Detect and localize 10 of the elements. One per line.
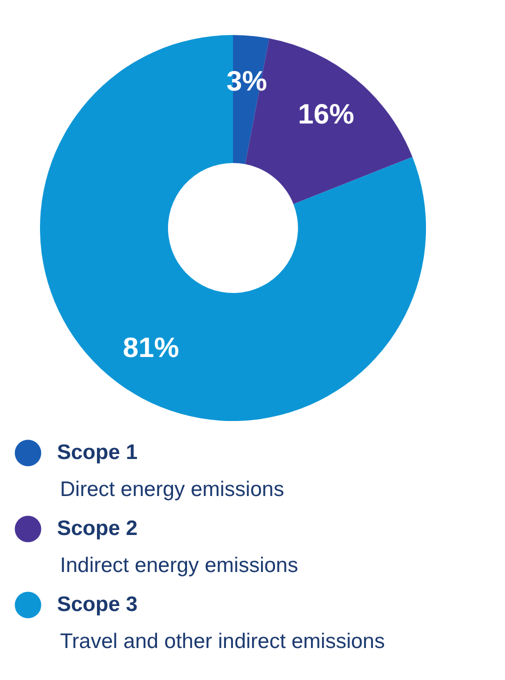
donut-slice [40,35,426,421]
data-label: 81% [122,332,180,363]
text: Travel and other indirect emissions [60,630,385,653]
data-label: 3% [226,66,268,97]
text: Indirect energy emissions [60,554,298,577]
legend-label: Scope 3 [57,593,138,616]
legend-label: Scope 2 [57,517,138,540]
text: Direct energy emissions [60,478,284,501]
legend-label: Scope 1 [57,441,138,464]
data-label: 16% [298,98,354,130]
